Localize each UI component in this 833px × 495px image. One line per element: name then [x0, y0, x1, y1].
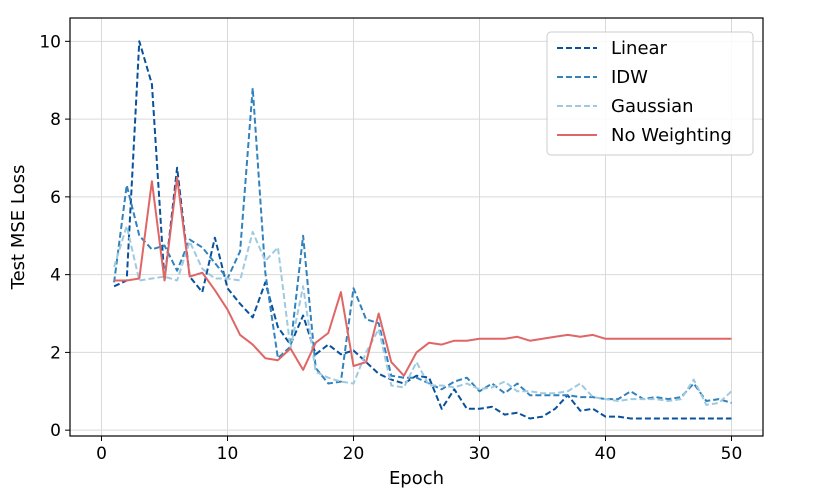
legend-label: No Weighting — [611, 125, 732, 146]
y-tick-label: 6 — [50, 188, 61, 208]
series-line-no-weighting — [114, 176, 732, 377]
legend-label: Gaussian — [611, 96, 694, 117]
x-tick-label: 20 — [343, 444, 365, 464]
legend-box — [546, 31, 754, 156]
y-tick-label: 4 — [50, 266, 61, 286]
x-tick-label: 40 — [595, 444, 617, 464]
series-lines — [113, 40, 733, 420]
legend: Linear IDW Gaussian No Weighting — [546, 31, 754, 156]
y-tick-label: 10 — [39, 32, 61, 52]
y-tick-label: 0 — [50, 421, 61, 441]
x-tick-label: 10 — [217, 444, 239, 464]
series-line-idw — [113, 87, 732, 404]
series-line-linear — [113, 40, 732, 420]
plot-frame — [69, 17, 764, 437]
x-tick-label: 50 — [721, 444, 743, 464]
legend-label: IDW — [611, 67, 648, 88]
axis-ticks: 0 10 20 30 40 50 0 2 4 6 8 10 — [39, 32, 742, 464]
legend-label: Linear — [611, 38, 668, 59]
y-tick-label: 2 — [50, 343, 61, 363]
y-tick-label: 8 — [50, 110, 61, 130]
x-tick-label: 30 — [469, 444, 491, 464]
series-line-gaussian — [113, 225, 733, 406]
x-axis-label: Epoch — [389, 468, 444, 489]
y-axis-label: Test MSE Loss — [8, 165, 29, 291]
x-tick-label: 0 — [96, 444, 107, 464]
